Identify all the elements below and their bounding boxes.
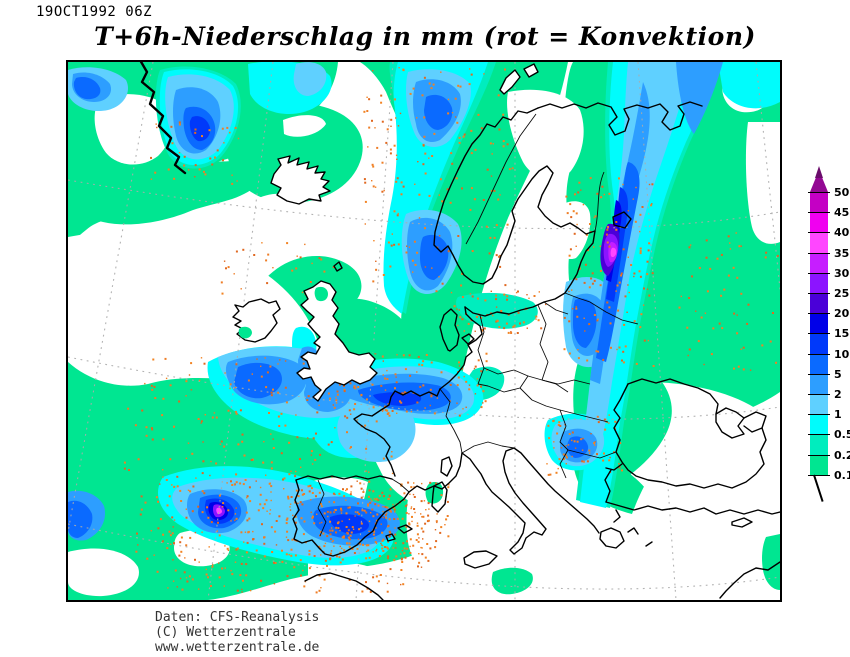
run-datetime: 19OCT1992 06Z — [36, 4, 153, 20]
legend-tick-label: 25 — [834, 287, 850, 300]
legend-tick-label: 0.5 — [834, 428, 850, 442]
legend-color-band — [810, 373, 828, 394]
legend-color-band — [810, 414, 828, 435]
legend-tick-label: 0.1 — [834, 468, 850, 482]
legend-tick — [808, 434, 830, 436]
legend-tick-label: 20 — [834, 307, 850, 321]
legend-color-band — [810, 272, 828, 293]
attribution-line: (C) Wetterzentrale — [155, 625, 296, 640]
legend-tick — [808, 454, 830, 456]
legend-tick — [808, 373, 830, 375]
legend-tick-label: 1 — [834, 408, 842, 422]
land-layer — [232, 63, 625, 549]
legend-tick — [808, 192, 830, 193]
legend-tick — [808, 272, 830, 274]
legend-color-band — [810, 252, 828, 273]
legend-color-band — [810, 232, 828, 253]
legend-color-band — [810, 394, 828, 415]
legend-tick-label: 40 — [834, 226, 850, 240]
attribution-line: www.wetterzentrale.de — [155, 640, 320, 655]
legend-tick-label: 45 — [834, 206, 850, 220]
legend-color-band — [810, 454, 828, 475]
legend-tick-label: 2 — [834, 388, 842, 401]
legend-tick — [808, 474, 830, 476]
legend-overflow-arrow-tip — [815, 166, 823, 178]
legend-color-band — [810, 353, 828, 374]
legend-tick-label: 5 — [834, 367, 842, 381]
chart-title: T+6h-Niederschlag in mm (rot = Konvektio… — [94, 22, 756, 51]
legend-tick — [808, 252, 830, 254]
attribution: Daten: CFS-Reanalysis (C) Wetterzentrale… — [155, 610, 319, 655]
legend-color-band — [810, 192, 828, 213]
legend-pointer-line — [813, 474, 824, 502]
attribution-line: Daten: CFS-Reanalysis — [155, 610, 320, 625]
legend-tick — [808, 293, 830, 294]
legend-tick-label: 50 — [834, 186, 850, 199]
legend-tick — [808, 414, 830, 416]
legend-tick-label: 35 — [834, 246, 850, 260]
legend-tick-label: 10 — [834, 347, 850, 361]
legend-tick — [808, 212, 830, 214]
legend-tick — [808, 232, 830, 234]
coastline-layer — [139, 62, 780, 600]
legend-tick — [808, 313, 830, 315]
precip-scale-legend: 50 45 40 35 30 25 20 15 10 5 2 1 0.5 0.2 0.1 — [806, 166, 850, 518]
map-frame — [66, 60, 782, 602]
weather-map — [68, 62, 780, 600]
legend-tick-label: 30 — [834, 266, 850, 280]
legend-tick — [808, 353, 830, 355]
legend-tick-label: 15 — [834, 327, 850, 341]
legend-color-band — [810, 434, 828, 455]
legend-tick — [808, 394, 830, 395]
precipitation-layer — [68, 62, 780, 600]
legend-color-band — [810, 293, 828, 314]
legend-color-band — [810, 212, 828, 233]
borders-layer — [317, 113, 639, 537]
legend-color-band — [810, 313, 828, 334]
legend-tick-label: 0.2 — [834, 448, 850, 462]
legend-tick — [808, 333, 830, 335]
legend-color-band — [810, 333, 828, 354]
